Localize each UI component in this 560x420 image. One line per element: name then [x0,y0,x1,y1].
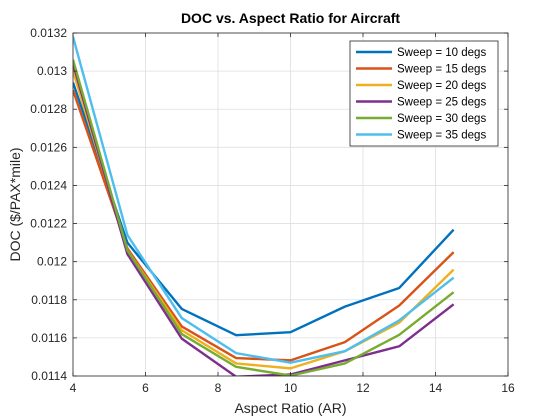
x-tick-label: 8 [215,381,222,395]
y-tick-label: 0.0114 [31,369,67,383]
y-tick-label: 0.0122 [30,217,67,231]
series-line-1 [73,82,455,337]
y-tick-label: 0.0124 [30,178,67,192]
y-tick-label: 0.0128 [30,102,67,116]
legend-label-5: Sweep = 30 degs [397,113,486,125]
legend-label-2: Sweep = 15 degs [397,64,486,76]
legend-label-4: Sweep = 25 degs [397,97,486,109]
x-tick-label: 10 [284,381,298,395]
x-tick-label: 6 [142,381,149,395]
y-axis-label: DOC ($/PAX*mile) [7,147,23,261]
legend-box [349,40,499,147]
y-tick-label: 0.0126 [30,140,67,154]
x-tick-label: 16 [501,381,515,395]
y-tick-label: 0.0118 [31,293,67,307]
x-tick-label: 4 [70,381,77,395]
y-tick-label: 0.012 [37,255,67,269]
legend-label-6: Sweep = 35 degs [397,130,486,142]
x-tick-label: 12 [356,381,370,395]
x-axis-label: Aspect Ratio (AR) [234,400,346,416]
x-tick-label: 14 [429,381,443,395]
legend: Sweep = 10 degs Sweep = 15 degs Sweep = 20… [349,40,499,147]
chart-title: DOC vs. Aspect Ratio for Aircraft [181,10,400,26]
y-tick-label: 0.0132 [30,26,67,40]
y-tick-label: 0.0116 [31,331,67,345]
series-line-6 [73,36,455,364]
y-tick-label: 0.013 [37,64,67,78]
legend-label-3: Sweep = 20 degs [397,80,486,92]
axis-ticks: 4 6 8 10 12 14 16 0.0114 0.0116 0.0118 0.012 0.0122… [30,26,515,395]
series-line-5 [73,59,455,376]
series-line-2 [73,89,455,362]
legend-label-1: Sweep = 10 degs [397,47,486,59]
